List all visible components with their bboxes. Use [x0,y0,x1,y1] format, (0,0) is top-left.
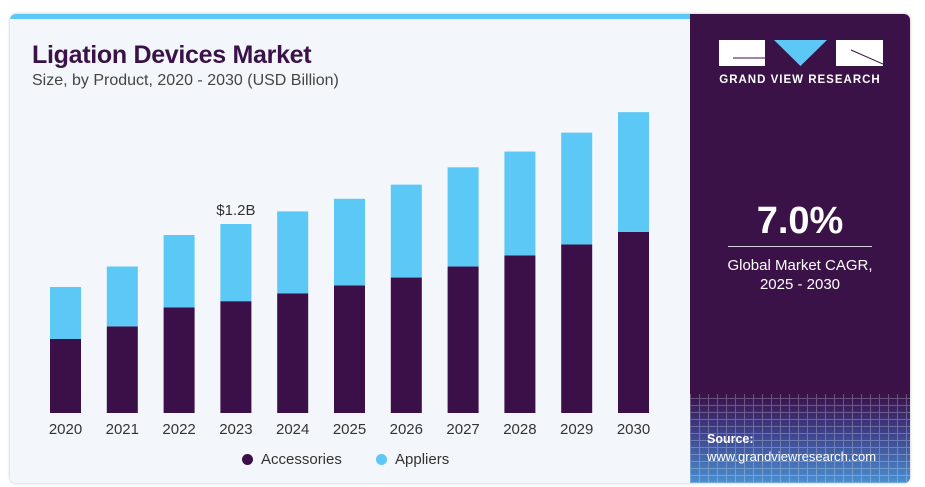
cagr-label-line2: 2025 - 2030 [759,276,841,293]
grid-backdrop [690,394,910,483]
x-tick-label: 2028 [503,421,536,438]
bar-accessories-2030 [618,231,649,413]
legend-dot-accessories [242,454,253,465]
chart-card: Ligation Devices Market Size, by Product… [10,14,910,483]
bar-accessories-2026 [390,277,422,413]
data-label: $1.2B [216,202,255,219]
bar-accessories-2028 [504,255,536,413]
bar-appliers-2028 [504,151,536,256]
legend-accessories: Accessories [242,451,342,468]
bar-accessories-2020 [50,338,81,413]
bar-appliers-2030 [618,112,649,232]
bar-appliers-2026 [390,184,422,278]
bar-accessories-2023 [220,301,252,413]
chart-subtitle: Size, by Product, 2020 - 2030 (USD Billi… [32,72,339,89]
bar-appliers-2027 [447,167,479,267]
x-tick-label: 2023 [219,421,252,438]
bar-appliers-2025 [334,198,365,286]
bar-accessories-2029 [561,244,593,413]
bar-appliers-2021 [106,266,138,327]
cagr-label-line1: Global Market CAGR, [727,257,873,274]
bar-appliers-2029 [561,132,593,245]
legend-label-appliers: Appliers [395,451,450,468]
brand-name: GRAND VIEW RESEARCH [719,74,881,86]
x-tick-label: 2029 [560,421,593,438]
bar-chart: 2020 2021 2022 2023 $1.2B 2024 2025 2026 2027 202… [49,112,650,438]
bar-appliers-2024 [277,211,309,294]
x-tick-label: 2026 [390,421,423,438]
x-tick-label: 2021 [106,421,139,438]
bar-accessories-2022 [163,307,195,413]
bar-accessories-2025 [334,285,365,413]
legend-label-accessories: Accessories [261,451,342,468]
bar-accessories-2027 [447,266,479,413]
x-tick-label: 2027 [446,421,479,438]
bar-appliers-2022 [163,235,195,308]
bar-appliers-2023 [220,224,252,302]
x-tick-label: 2030 [617,421,650,438]
chart-panel: Ligation Devices Market Size, by Product… [10,14,690,483]
x-tick-label: 2020 [49,421,82,438]
cagr-label: Global Market CAGR, 2025 - 2030 [690,256,910,294]
legend-appliers: Appliers [376,451,449,468]
info-sidebar: GRAND VIEW RESEARCH 7.0% Global Market C… [690,14,910,483]
source-label: Source: [707,432,754,446]
source-url[interactable]: www.grandviewresearch.com [707,449,877,464]
legend-dot-appliers [376,454,387,465]
grand-view-research-logo [719,40,883,66]
chart-title: Ligation Devices Market [32,41,312,69]
x-tick-label: 2024 [276,421,309,438]
x-tick-label: 2025 [333,421,366,438]
bar-accessories-2024 [277,293,309,413]
divider [728,246,872,247]
bar-accessories-2021 [106,326,138,413]
cagr-value: 7.0% [756,200,844,242]
bar-appliers-2020 [50,287,81,339]
x-tick-label: 2022 [162,421,195,438]
